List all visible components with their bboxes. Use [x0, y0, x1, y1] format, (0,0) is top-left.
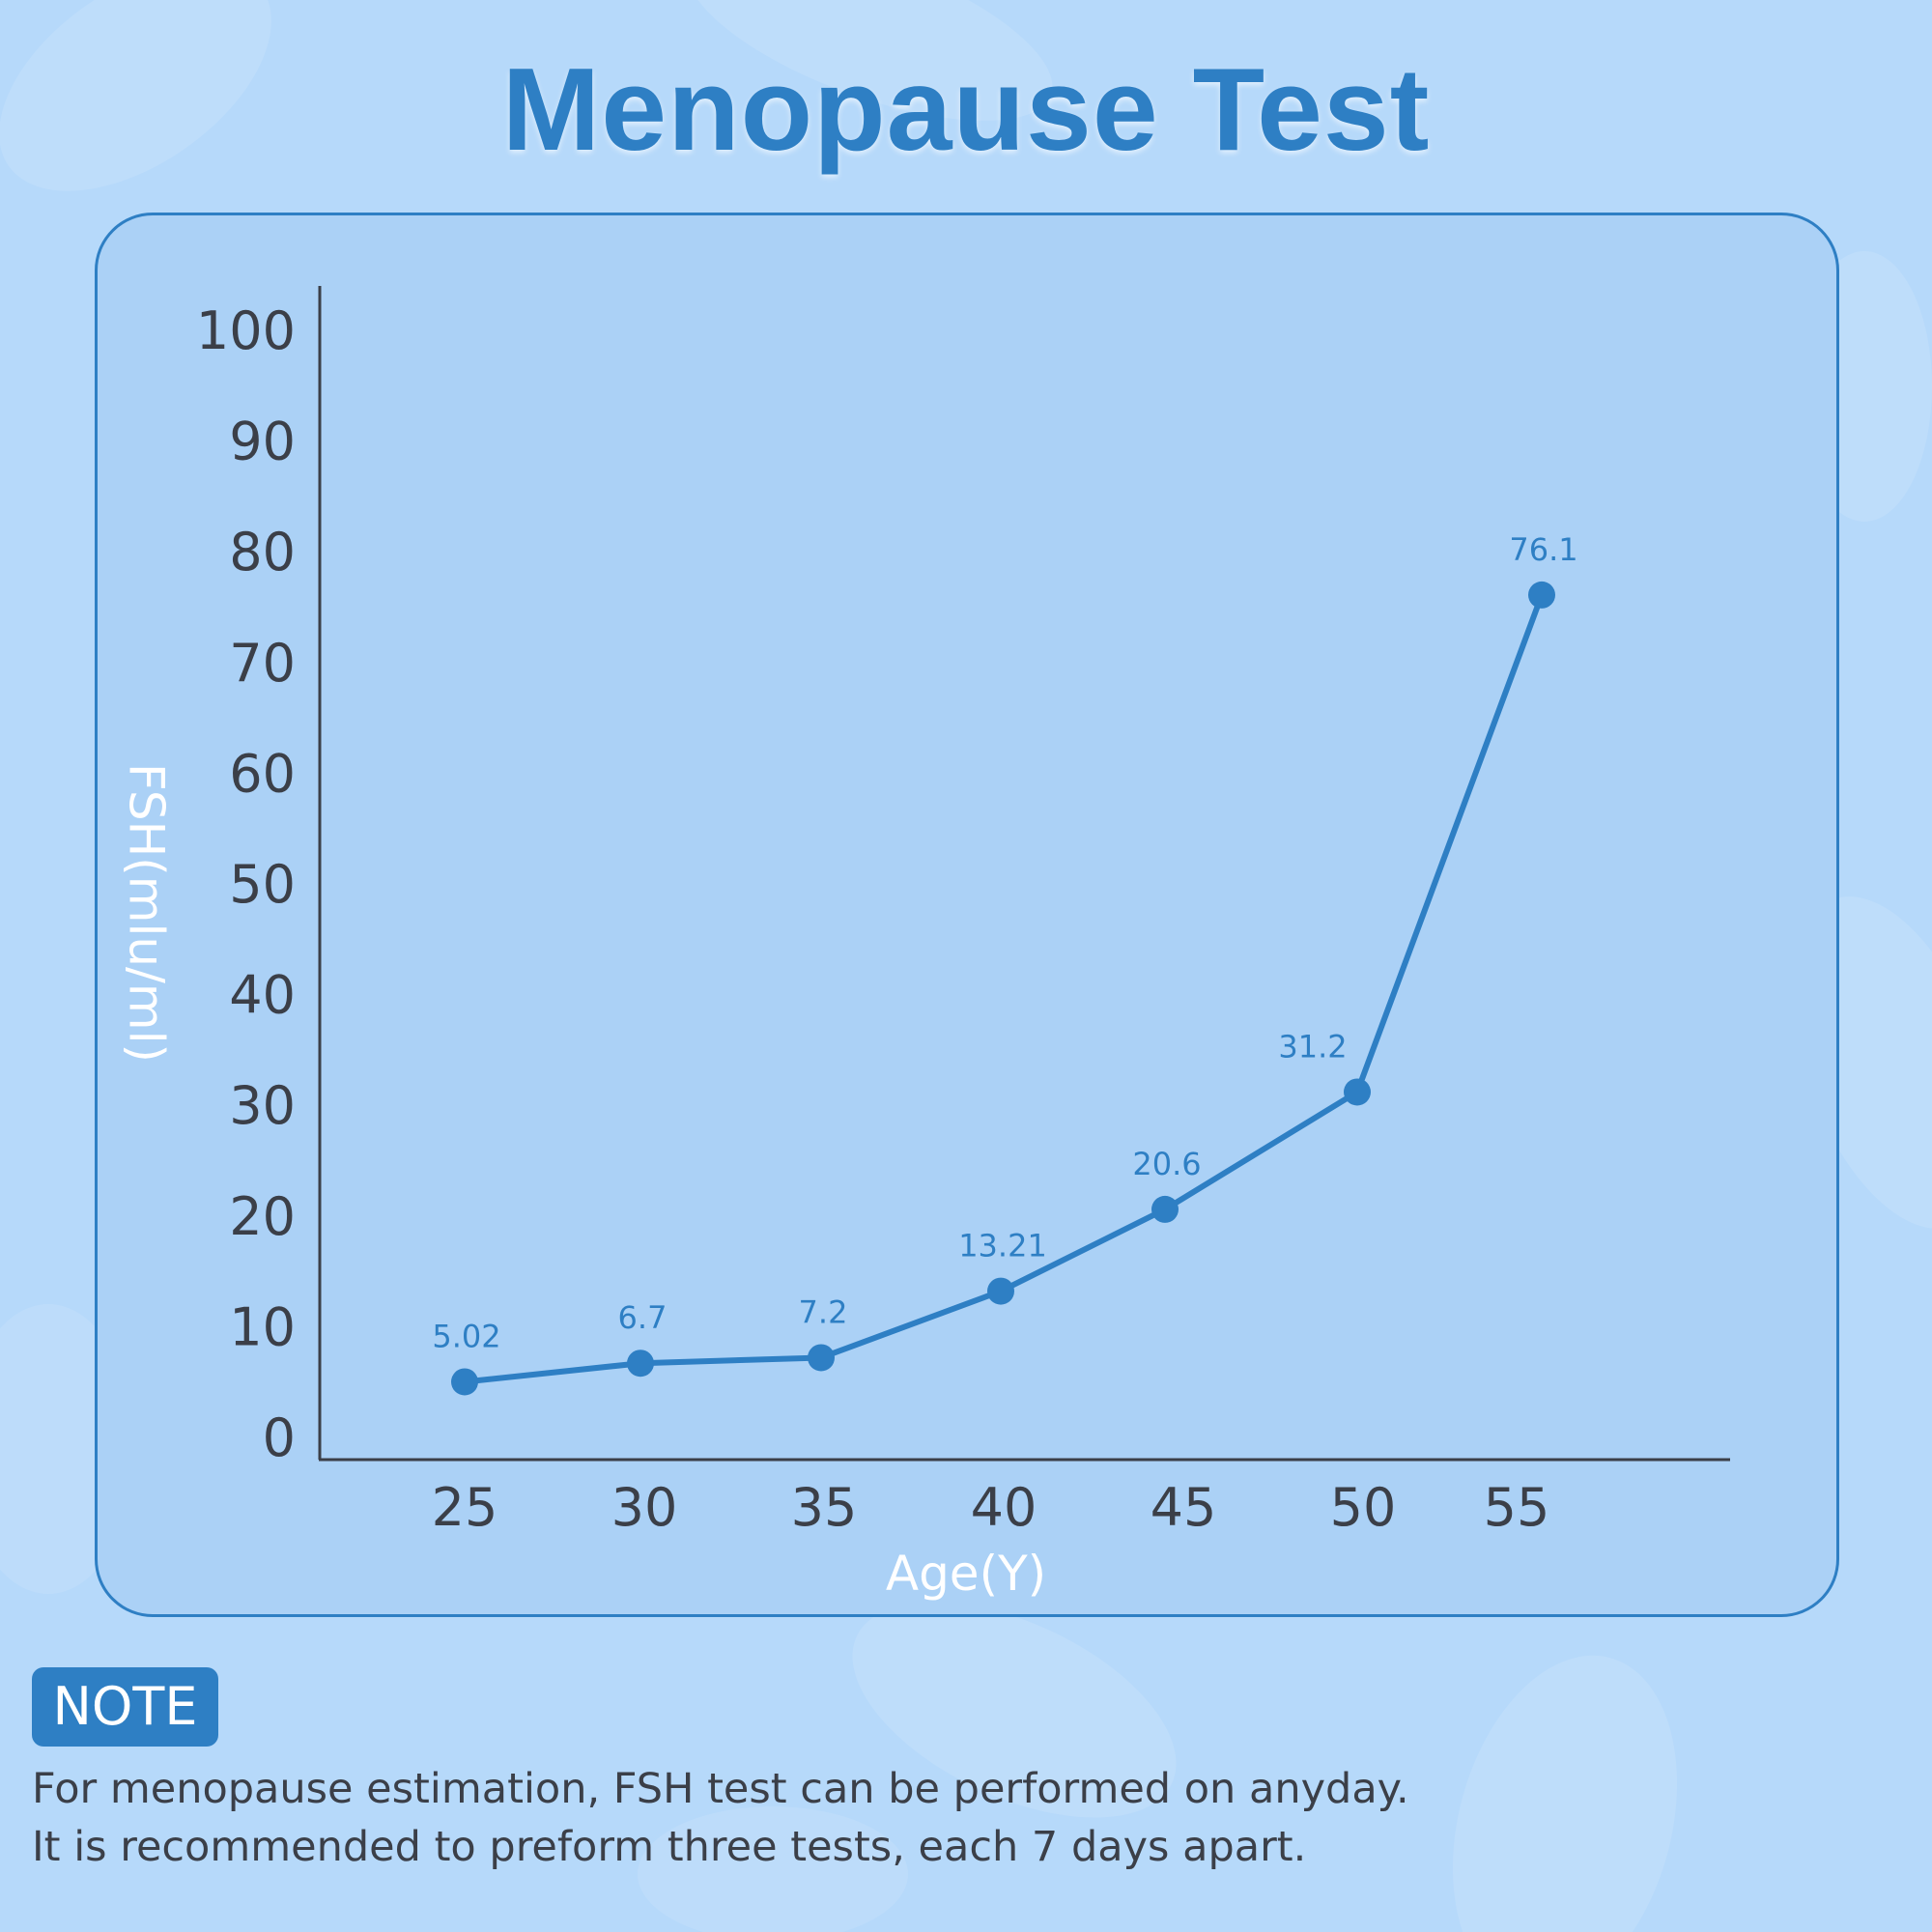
data-point: [1344, 1078, 1371, 1106]
data-label: 7.2: [799, 1293, 848, 1330]
note-text: For menopause estimation, FSH test can b…: [32, 1760, 1867, 1876]
data-point: [808, 1344, 835, 1372]
note-line-2: It is recommended to preform three tests…: [32, 1823, 1307, 1871]
series-group: 5.02 6.7 7.2 13.21 20.6 31.2 76.1: [432, 531, 1578, 1396]
note-line-1: For menopause estimation, FSH test can b…: [32, 1765, 1409, 1813]
x-tick-label: 55: [1484, 1477, 1550, 1538]
data-point: [987, 1277, 1014, 1305]
chart-card: [95, 213, 1839, 1617]
y-tick-label: 50: [229, 854, 296, 915]
y-tick-label: 30: [229, 1075, 296, 1136]
data-label: 5.02: [432, 1318, 500, 1354]
data-label: 20.6: [1132, 1146, 1201, 1182]
x-tick-label: 45: [1151, 1477, 1217, 1538]
page-title: Menopause Test: [501, 43, 1431, 175]
x-tick-label: 35: [791, 1477, 858, 1538]
x-tick-label: 40: [971, 1477, 1037, 1538]
data-label: 6.7: [618, 1299, 668, 1336]
y-tick-label: 90: [229, 412, 296, 472]
data-point: [1528, 581, 1555, 609]
y-tick-label: 40: [229, 965, 296, 1026]
x-tick-label: 30: [611, 1477, 678, 1538]
x-axis-title: Age(Y): [886, 1546, 1046, 1602]
data-point: [451, 1368, 478, 1396]
x-tick-label: 50: [1330, 1477, 1397, 1538]
y-tick-label: 100: [196, 300, 296, 361]
data-label: 13.21: [958, 1228, 1047, 1264]
data-point: [627, 1350, 654, 1378]
y-tick-label: 70: [229, 633, 296, 694]
data-point: [1151, 1195, 1179, 1223]
y-tick-label: 20: [229, 1186, 296, 1247]
data-label: 76.1: [1509, 531, 1577, 568]
y-tick-label: 60: [229, 743, 296, 804]
x-axis-ticks: 25 30 35 40 45 50 55: [432, 1477, 1550, 1538]
y-tick-label: 0: [263, 1407, 296, 1468]
y-tick-label: 10: [229, 1296, 296, 1357]
note-badge: NOTE: [32, 1667, 218, 1747]
data-label: 31.2: [1278, 1028, 1347, 1065]
y-axis-ticks: 0 10 20 30 40 50 60 70 80 90 100: [196, 300, 296, 1468]
y-tick-label: 80: [229, 522, 296, 582]
x-tick-label: 25: [432, 1477, 498, 1538]
y-axis-title: FSH(mlu/ml): [119, 763, 175, 1063]
